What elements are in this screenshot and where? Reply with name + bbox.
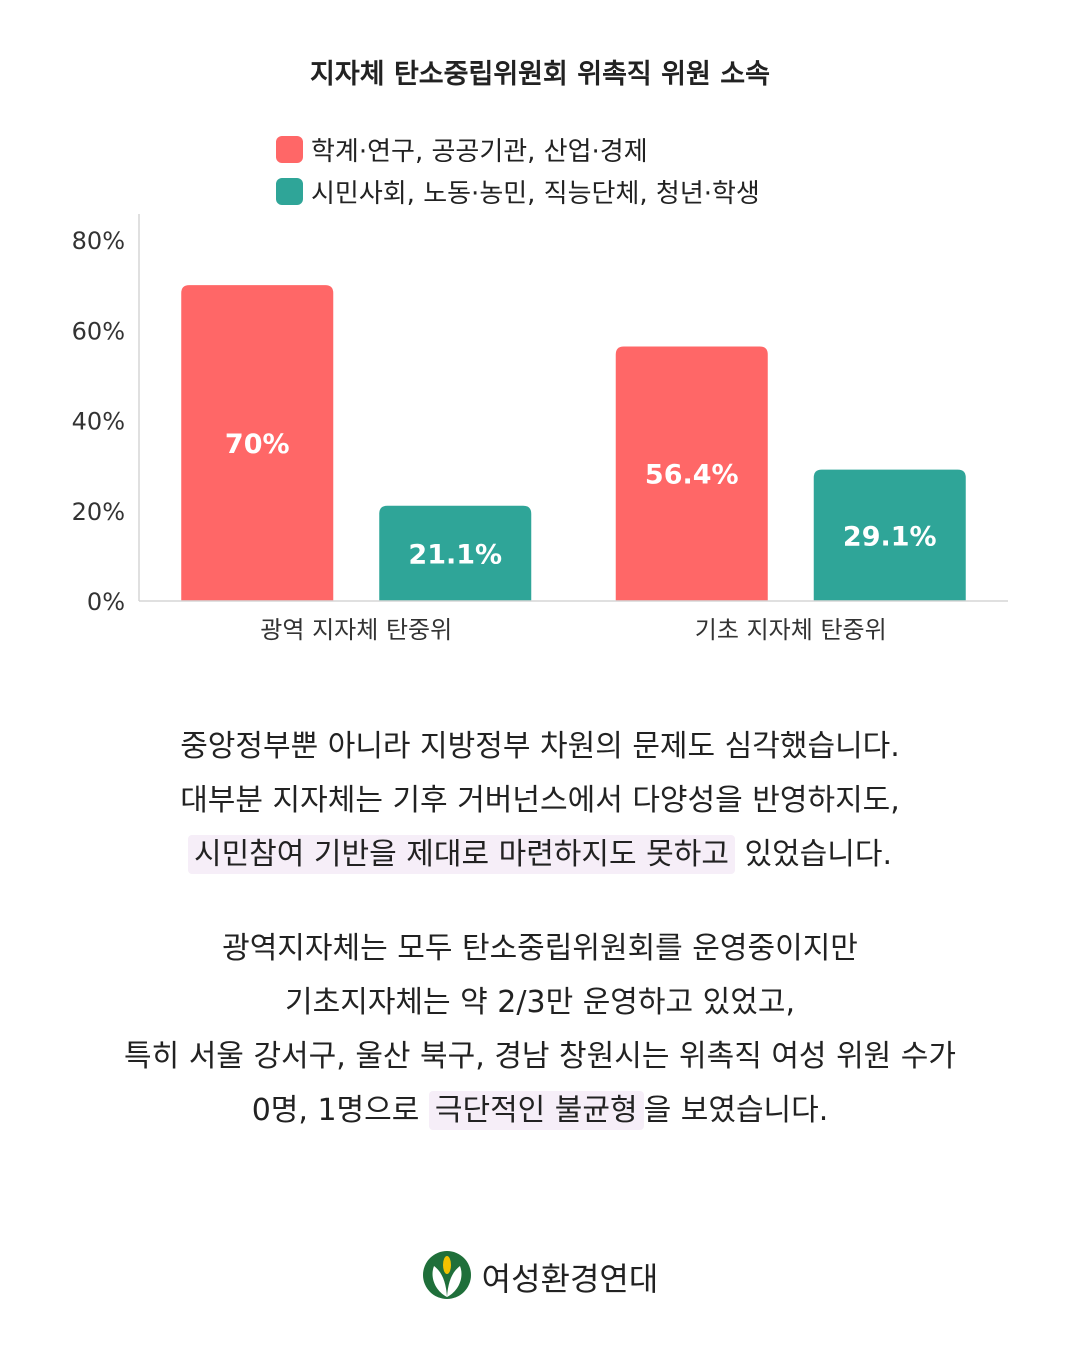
bar-civil xyxy=(813,469,966,601)
y-tick-label: 60% xyxy=(72,317,125,345)
bar-value-label: 21.1% xyxy=(408,539,502,570)
legend-label: 시민사회, 노동·농민, 직능단체, 청년·학생 xyxy=(311,178,760,209)
bar-value-label: 56.4% xyxy=(645,460,739,491)
footer: 여성환경연대 xyxy=(0,1250,1080,1304)
legend-swatch-teal xyxy=(276,177,303,205)
paragraph-2-line-4: 0명, 1명으로 극단적인 불균형 을 보였습니다. xyxy=(0,1084,1080,1138)
y-tick-label: 80% xyxy=(72,227,125,255)
highlight-text: 극단적인 불균형 xyxy=(428,1091,644,1130)
paragraph-1-line-3: 시민참여 기반을 제대로 마련하지도 못하고 있었습니다. xyxy=(0,828,1080,882)
paragraph-2-line-1: 광역지자체는 모두 탄소중립위원회를 운영중이지만 xyxy=(222,931,858,966)
y-tick-label: 20% xyxy=(72,498,125,526)
paragraph-2-line-3: 특히 서울 강서구, 울산 북구, 경남 창원시는 위촉직 여성 위원 수가 xyxy=(123,1039,957,1074)
org-name: 여성환경연대 xyxy=(481,1260,659,1298)
legend-item-civil: 시민사회, 노동·농민, 직능단체, 청년·학생 xyxy=(276,170,760,212)
bar-value-label: 70% xyxy=(225,429,290,460)
leaf-sprout-icon xyxy=(422,1250,472,1304)
bar-value-label: 29.1% xyxy=(843,521,937,552)
paragraph-2-line-2: 기초지자체는 약 2/3만 운영하고 있었고, xyxy=(285,985,795,1020)
paragraph-1-line-1: 중앙정부뿐 아니라 지방정부 차원의 문제도 심각했습니다. xyxy=(180,729,900,764)
paragraph-2: 광역지자체는 모두 탄소중립위원회를 운영중이지만 기초지자체는 약 2/3만 … xyxy=(0,922,1080,1138)
y-tick-label: 40% xyxy=(72,408,125,436)
bar-academia xyxy=(181,285,334,601)
chart-legend: 학계·연구, 공공기관, 산업·경제 시민사회, 노동·농민, 직능단체, 청년… xyxy=(276,128,760,212)
text-segment: 을 보였습니다. xyxy=(643,1093,829,1128)
x-category-label: 광역 지자체 탄중위 xyxy=(260,616,452,644)
legend-swatch-red xyxy=(276,135,303,163)
text-segment: 0명, 1명으로 xyxy=(251,1093,429,1128)
bar-academia xyxy=(615,346,768,601)
y-tick-label: 0% xyxy=(87,588,125,616)
x-category-label: 기초 지자체 탄중위 xyxy=(695,616,887,644)
paragraph-1-line-2: 대부분 지자체는 기후 거버넌스에서 다양성을 반영하지도, xyxy=(180,783,900,818)
text-segment: 있었습니다. xyxy=(734,837,893,872)
bar-civil xyxy=(379,505,532,601)
legend-label: 학계·연구, 공공기관, 산업·경제 xyxy=(311,136,648,167)
paragraph-1: 중앙정부뿐 아니라 지방정부 차원의 문제도 심각했습니다. 대부분 지자체는 … xyxy=(0,720,1080,882)
highlight-text: 시민참여 기반을 제대로 마련하지도 못하고 xyxy=(187,835,735,874)
chart-title: 지자체 탄소중립위원회 위촉직 위원 소속 xyxy=(310,59,770,90)
legend-item-academia: 학계·연구, 공공기관, 산업·경제 xyxy=(276,128,760,170)
bar-chart: 0% 20% 40% 60% 80% 70% 21.1% 광역 지자체 탄중위 56.4% 29.… xyxy=(72,214,1008,644)
